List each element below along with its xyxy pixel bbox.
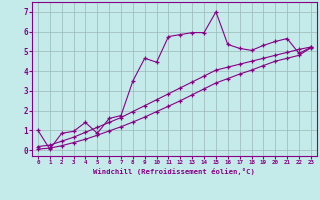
X-axis label: Windchill (Refroidissement éolien,°C): Windchill (Refroidissement éolien,°C) [93,168,255,175]
